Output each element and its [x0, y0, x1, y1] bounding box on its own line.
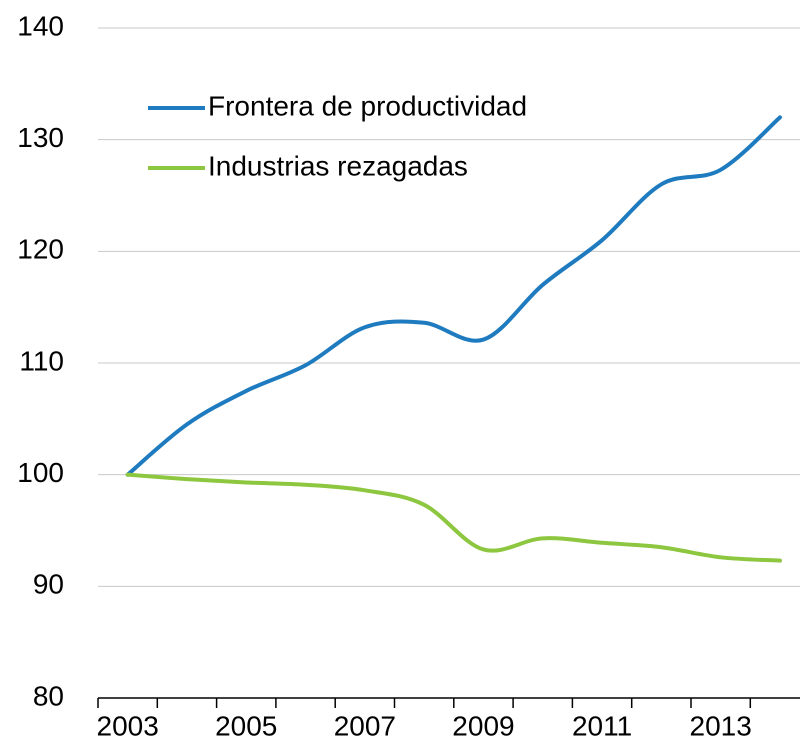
- series-line: [125, 472, 782, 563]
- y-tick-label: 80: [33, 680, 64, 711]
- x-tick-label: 2005: [215, 710, 277, 741]
- series-line: [125, 115, 782, 477]
- x-tick-label: 2011: [572, 710, 632, 741]
- y-tick-label: 130: [17, 122, 64, 153]
- x-tick-label: 2013: [690, 710, 752, 741]
- legend-label: Industrias rezagadas: [208, 150, 468, 181]
- legend-label: Frontera de productividad: [208, 90, 527, 121]
- y-tick-label: 100: [17, 457, 64, 488]
- y-tick-label: 140: [17, 10, 64, 41]
- x-tick-label: 2007: [334, 710, 396, 741]
- y-tick-label: 90: [33, 569, 64, 600]
- x-tick-label: 2003: [97, 710, 159, 741]
- y-tick-label: 120: [17, 234, 64, 265]
- y-tick-label: 110: [19, 345, 64, 376]
- x-tick-label: 2009: [452, 710, 514, 741]
